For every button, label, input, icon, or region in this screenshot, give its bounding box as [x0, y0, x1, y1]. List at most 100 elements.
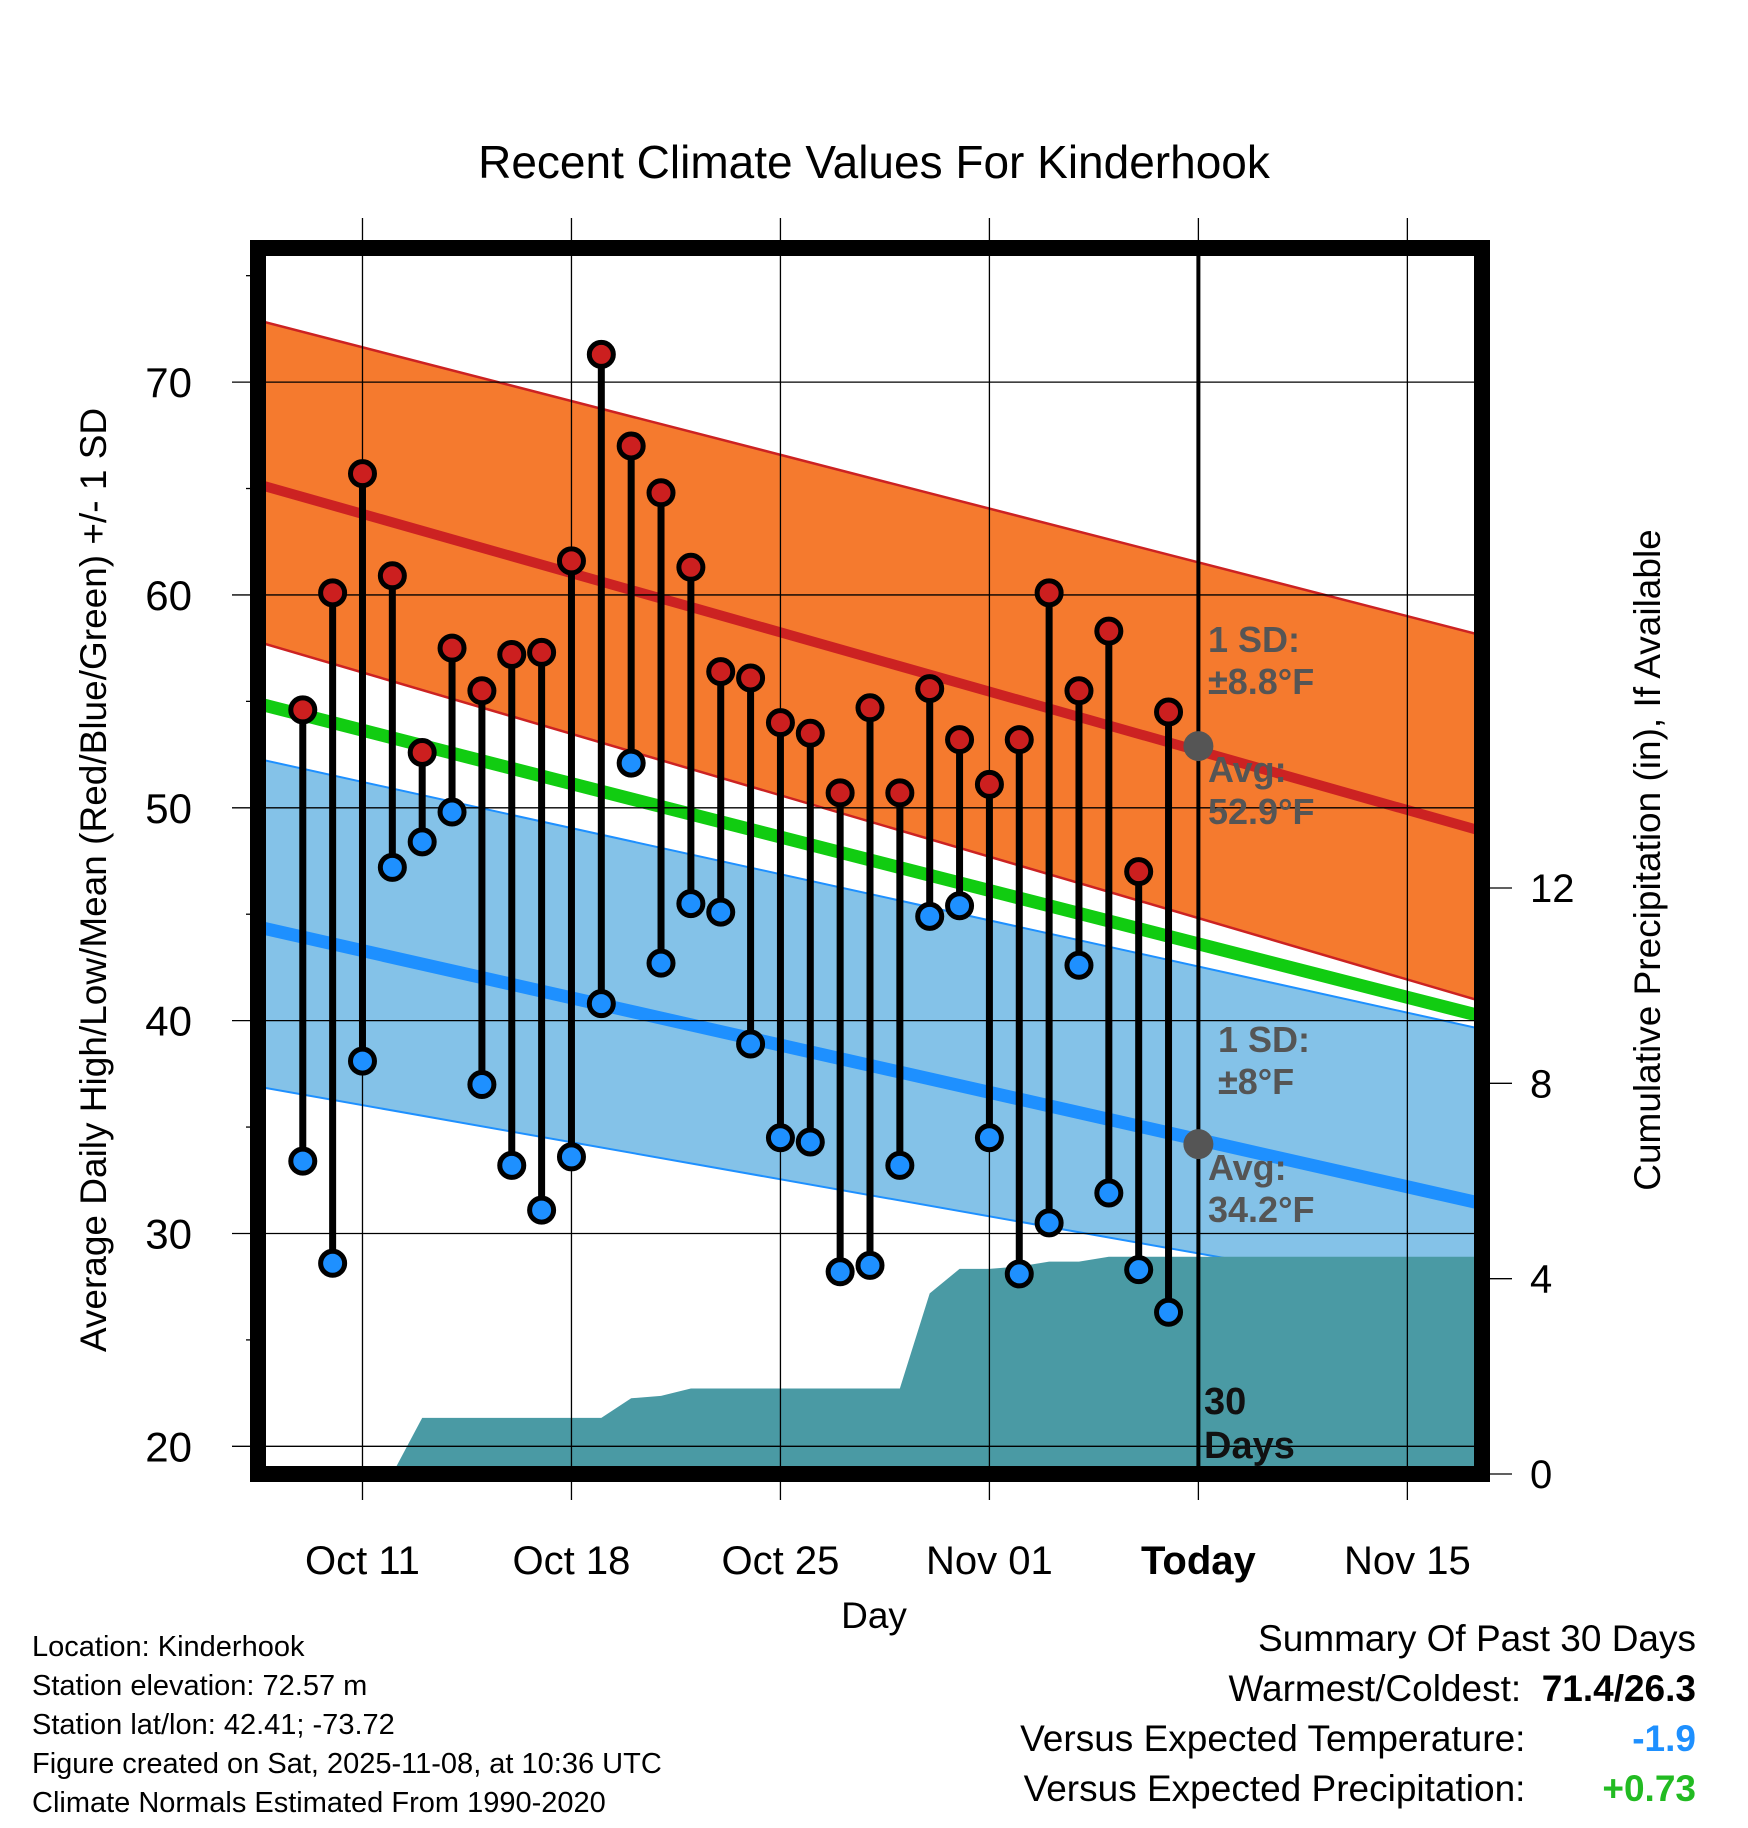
high-avg-line: [258, 479, 1482, 837]
high-point: [855, 693, 885, 723]
chart-title: Recent Climate Values For Kinderhook: [478, 136, 1271, 188]
high-point: [945, 725, 975, 755]
low-point: [586, 989, 616, 1019]
high-point: [885, 778, 915, 808]
y2-tick-label: 8: [1530, 1062, 1552, 1106]
footer-elevation: Station elevation: 72.57 m: [32, 1670, 368, 1702]
high-sd-label: 1 SD:: [1208, 619, 1300, 660]
y-tick-label: 40: [145, 998, 192, 1045]
low-point: [676, 889, 706, 919]
precip-area: [302, 1256, 1482, 1474]
low-point: [318, 1248, 348, 1278]
x-tick-label: Oct 11: [305, 1539, 420, 1583]
low-point: [765, 1123, 795, 1153]
y2-tick-label: 4: [1530, 1258, 1552, 1302]
high-point: [706, 657, 736, 687]
days-count: 30: [1204, 1381, 1246, 1423]
high-sd-upper-line: [258, 319, 1482, 637]
x-tick-label: Nov 15: [1344, 1539, 1471, 1583]
low-point: [1064, 950, 1094, 980]
x-axis-label: Day: [841, 1595, 907, 1636]
low-point: [855, 1250, 885, 1280]
low-point: [347, 1046, 377, 1076]
summary-title: Summary Of Past 30 Days: [1258, 1618, 1696, 1659]
y-axis-label: Average Daily High/Low/Mean (Red/Blue/Gr…: [73, 408, 114, 1352]
low-point: [467, 1069, 497, 1099]
high-point: [556, 546, 586, 576]
footer-latlon: Station lat/lon: 42.41; -73.72: [32, 1709, 395, 1741]
high-point: [1064, 676, 1094, 706]
x-tick-label: Oct 18: [513, 1539, 631, 1583]
footer-normals: Climate Normals Estimated From 1990-2020: [32, 1787, 606, 1819]
high-point: [347, 459, 377, 489]
high-point: [1154, 697, 1184, 727]
precip-label: Versus Expected Precipitation:: [1023, 1768, 1526, 1809]
low-point: [706, 897, 736, 927]
low-point: [736, 1029, 766, 1059]
low-point: [1034, 1208, 1064, 1238]
low-avg-value: 34.2°F: [1208, 1189, 1314, 1230]
temp-label: Versus Expected Temperature:: [1020, 1718, 1526, 1759]
precip-value: +0.73: [1602, 1768, 1696, 1809]
warm-cold-value: 71.4/26.3: [1541, 1668, 1696, 1709]
footer-created: Figure created on Sat, 2025-11-08, at 10…: [32, 1748, 662, 1780]
low-point: [497, 1150, 527, 1180]
y-tick-label: 30: [145, 1210, 192, 1257]
high-point: [974, 769, 1004, 799]
high-point: [288, 695, 318, 725]
summary-warm-cold: Warmest/Coldest: 71.4/26.3: [1228, 1668, 1696, 1710]
low-point: [1154, 1297, 1184, 1327]
plot-frame: [250, 240, 1490, 1482]
high-point: [646, 478, 676, 508]
low-point: [1004, 1259, 1034, 1289]
low-point: [885, 1150, 915, 1180]
low-sd-label: 1 SD:: [1218, 1019, 1310, 1060]
footer-location: Location: Kinderhook: [32, 1631, 305, 1663]
warm-cold-label: Warmest/Coldest:: [1228, 1668, 1522, 1709]
low-point: [974, 1123, 1004, 1153]
y-tick-label: 20: [145, 1423, 192, 1470]
low-point: [616, 748, 646, 778]
high-point: [407, 737, 437, 767]
y-tick-label: 70: [145, 359, 192, 406]
high-point: [318, 578, 348, 608]
high-avg-label: Avg:: [1208, 749, 1287, 790]
high-point: [527, 637, 557, 667]
high-avg-today-marker: [1183, 731, 1214, 762]
high-point: [825, 778, 855, 808]
low-point: [556, 1142, 586, 1172]
low-point: [915, 901, 945, 931]
y-tick-label: 60: [145, 572, 192, 619]
low-point: [288, 1146, 318, 1176]
high-point: [467, 676, 497, 706]
y2-tick-label: 12: [1530, 867, 1575, 911]
high-sd-value: ±8.8°F: [1208, 661, 1314, 702]
low-point: [1124, 1255, 1154, 1285]
high-point: [1004, 725, 1034, 755]
high-point: [586, 339, 616, 369]
low-point: [1094, 1178, 1124, 1208]
summary-precip: Versus Expected Precipitation: +0.73: [1024, 1768, 1696, 1810]
high-point: [497, 640, 527, 670]
y-tick-label: 50: [145, 785, 192, 832]
high-point: [437, 633, 467, 663]
high-point: [736, 663, 766, 693]
low-point: [407, 827, 437, 857]
low-sd-value: ±8°F: [1218, 1061, 1294, 1102]
temp-value: -1.9: [1632, 1718, 1696, 1759]
low-avg-label: Avg:: [1208, 1147, 1287, 1188]
low-point: [377, 852, 407, 882]
high-point: [915, 674, 945, 704]
high-avg-value: 52.9°F: [1208, 791, 1314, 832]
days-word: Days: [1204, 1425, 1295, 1467]
x-tick-label: Nov 01: [926, 1539, 1053, 1583]
high-point: [1034, 578, 1064, 608]
low-point: [825, 1257, 855, 1287]
high-point: [1124, 857, 1154, 887]
low-point: [437, 797, 467, 827]
high-point: [616, 431, 646, 461]
low-point: [795, 1127, 825, 1157]
x-tick-label: Oct 25: [722, 1539, 840, 1583]
y2-tick-label: 0: [1530, 1453, 1552, 1497]
